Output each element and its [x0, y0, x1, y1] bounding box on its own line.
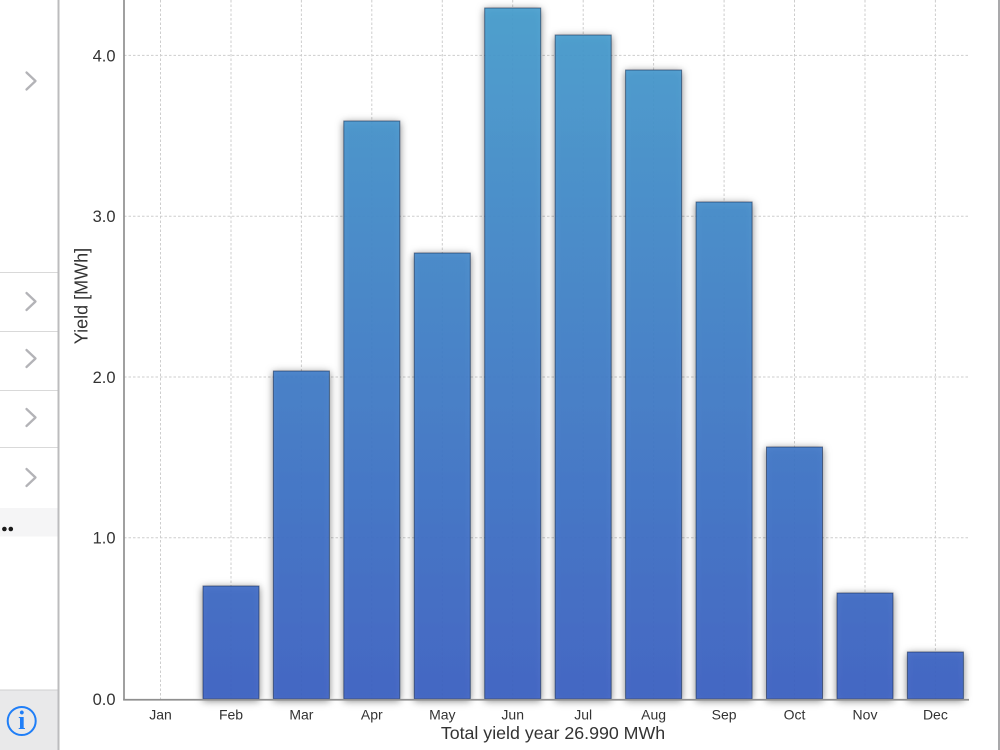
svg-text:Jun: Jun — [501, 706, 524, 722]
svg-text:1.0: 1.0 — [93, 530, 116, 548]
svg-text:Jul: Jul — [574, 706, 592, 722]
svg-text:0.0: 0.0 — [93, 691, 116, 709]
svg-text:Total yield year 26.990 MWh: Total yield year 26.990 MWh — [441, 723, 665, 743]
svg-text:Apr: Apr — [361, 706, 383, 722]
svg-text:Feb: Feb — [219, 706, 243, 722]
svg-text:Jan: Jan — [149, 706, 172, 722]
svg-text:Nov: Nov — [853, 706, 878, 722]
svg-text:3.0: 3.0 — [93, 208, 116, 226]
svg-text:i: i — [18, 706, 25, 735]
svg-text:2.0: 2.0 — [93, 369, 116, 387]
svg-text:May: May — [429, 706, 455, 722]
svg-text:Sep: Sep — [712, 706, 737, 722]
svg-text:Aug: Aug — [641, 706, 666, 722]
svg-text:Dec: Dec — [923, 706, 948, 722]
svg-text:Mar: Mar — [289, 706, 313, 722]
svg-text:Oct: Oct — [784, 706, 806, 722]
svg-text:4.0: 4.0 — [93, 47, 116, 65]
svg-text:Yield [MWh]: Yield [MWh] — [72, 248, 92, 344]
